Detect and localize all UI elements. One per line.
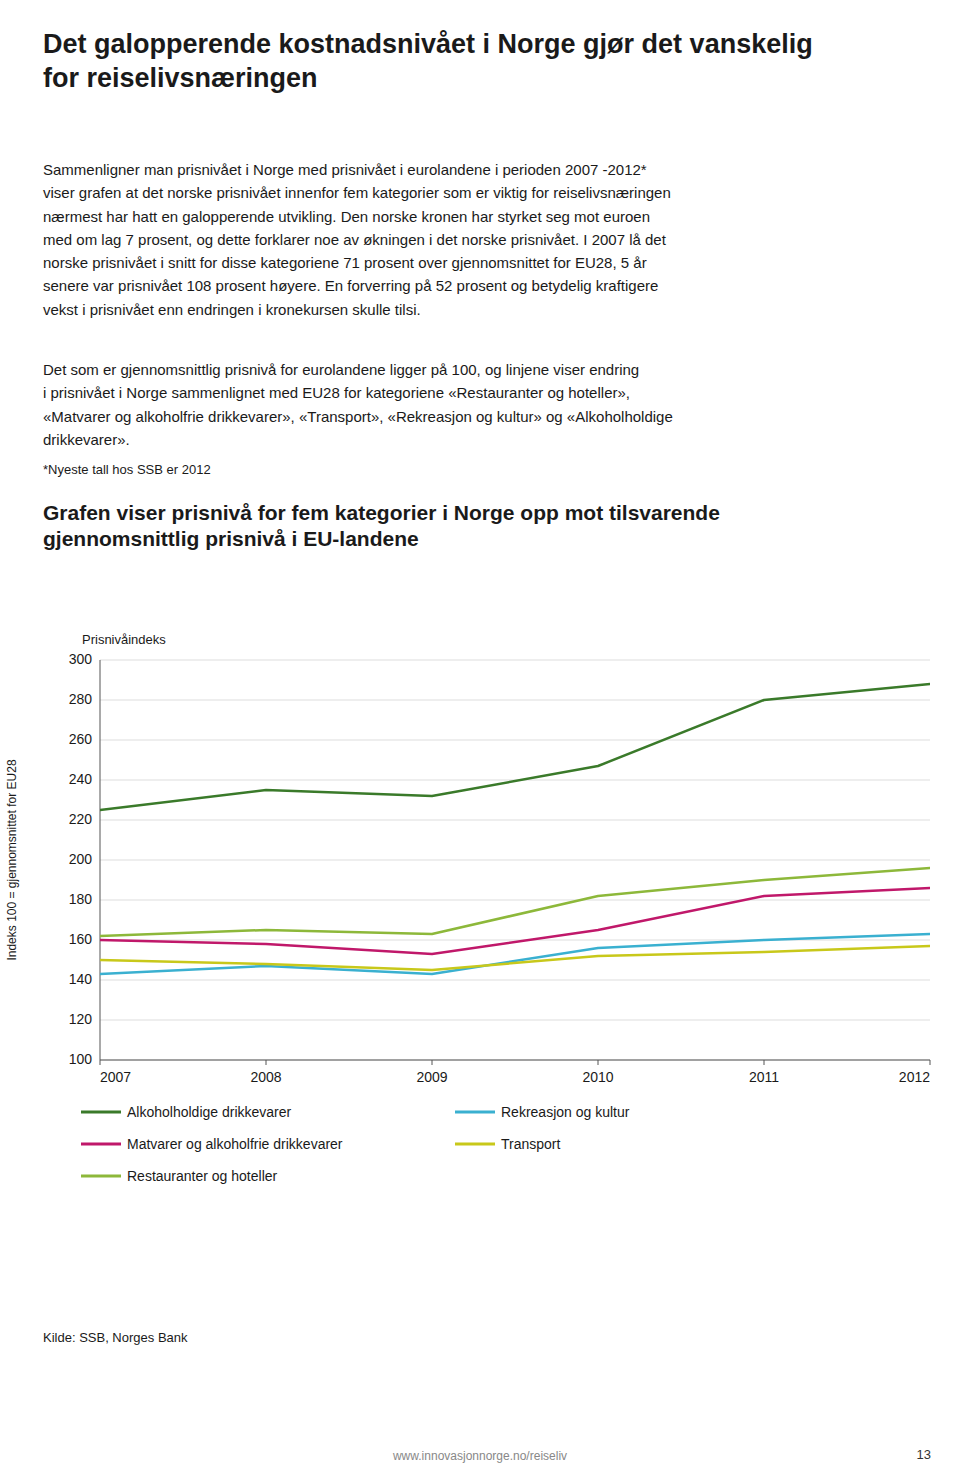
x-tick bbox=[432, 1060, 433, 1065]
grid-line bbox=[100, 820, 930, 821]
grid-line bbox=[100, 1020, 930, 1021]
legend-label: Matvarer og alkoholfrie drikkevarer bbox=[127, 1136, 343, 1152]
legend-label: Alkoholholdige drikkevarer bbox=[127, 1104, 292, 1120]
y-axis bbox=[100, 660, 101, 1060]
x-tick-label: 2012 bbox=[899, 1069, 930, 1085]
legend: Alkoholholdige drikkevarer Matvarer og al… bbox=[81, 1104, 630, 1184]
grid-line bbox=[100, 700, 930, 701]
grid-line bbox=[100, 900, 930, 901]
grid-line bbox=[100, 940, 930, 941]
legend-swatch bbox=[81, 1175, 121, 1178]
legend-swatch bbox=[81, 1143, 121, 1146]
grid-line bbox=[100, 780, 930, 781]
legend-swatch bbox=[455, 1143, 495, 1146]
x-tick-label: 2011 bbox=[749, 1069, 779, 1085]
series-line bbox=[100, 934, 930, 974]
series-line bbox=[100, 684, 930, 810]
x-tick bbox=[266, 1060, 267, 1065]
y-tick-label: 200 bbox=[69, 851, 93, 867]
x-tick-label: 2007 bbox=[100, 1069, 131, 1085]
footer: www.innovasjonnorge.no/reiseliv bbox=[0, 1449, 960, 1463]
y-tick-label: 100 bbox=[69, 1051, 93, 1067]
y-axis-label: Indeks 100 = gjennomsnittet for EU28 bbox=[5, 759, 19, 960]
y-tick-label: 220 bbox=[69, 811, 93, 827]
x-tick-label: 2008 bbox=[250, 1069, 281, 1085]
grid-line bbox=[100, 860, 930, 861]
y-tick-label: 280 bbox=[69, 691, 93, 707]
x-tick-label: 2009 bbox=[416, 1069, 447, 1085]
x-tick bbox=[598, 1060, 599, 1065]
legend-swatch bbox=[81, 1111, 121, 1114]
chart: 100 120 140 160 180 200 220 240 260 280 300 2007 200… bbox=[0, 0, 960, 1481]
x-tick-label: 2010 bbox=[582, 1069, 613, 1085]
body-text: Sammenligner man prisnivået i Norge med … bbox=[43, 158, 671, 321]
x-tick bbox=[764, 1060, 765, 1065]
series-line bbox=[100, 888, 930, 954]
y-tick-label: 160 bbox=[69, 931, 93, 947]
grid-line bbox=[100, 1060, 930, 1061]
grid-line bbox=[100, 660, 930, 661]
series-line bbox=[100, 868, 930, 936]
x-tick bbox=[930, 1060, 931, 1065]
chart-subtitle: Grafen viser prisnivå for fem kategorier… bbox=[43, 500, 720, 553]
page-number: 13 bbox=[917, 1447, 931, 1462]
x-tick bbox=[100, 1060, 101, 1065]
y-tick-label: 120 bbox=[69, 1011, 93, 1027]
x-axis bbox=[100, 1060, 930, 1061]
grid bbox=[100, 660, 930, 1060]
y-tick-label: 140 bbox=[69, 971, 93, 987]
y-tick-label: 300 bbox=[69, 651, 93, 667]
legend-swatch bbox=[455, 1111, 495, 1114]
grid-line bbox=[100, 980, 930, 981]
legend-label: Rekreasjon og kultur bbox=[501, 1104, 630, 1120]
y-tick-label: 260 bbox=[69, 731, 93, 747]
page-title: Det galopperende kostnadsnivået i Norge … bbox=[43, 28, 813, 96]
y-tick-label: 180 bbox=[69, 891, 93, 907]
body-text: Det som er gjennomsnittlig prisnivå for … bbox=[43, 358, 673, 451]
series-line bbox=[100, 946, 930, 970]
y-unit-label: Prisnivåindeks bbox=[82, 632, 166, 647]
footnote: *Nyeste tall hos SSB er 2012 bbox=[43, 462, 211, 477]
source: Kilde: SSB, Norges Bank bbox=[43, 1330, 188, 1345]
legend-label: Transport bbox=[501, 1136, 561, 1152]
y-tick-label: 240 bbox=[69, 771, 93, 787]
grid-line bbox=[100, 740, 930, 741]
lines bbox=[100, 684, 930, 974]
legend-label: Restauranter og hoteller bbox=[127, 1168, 278, 1184]
